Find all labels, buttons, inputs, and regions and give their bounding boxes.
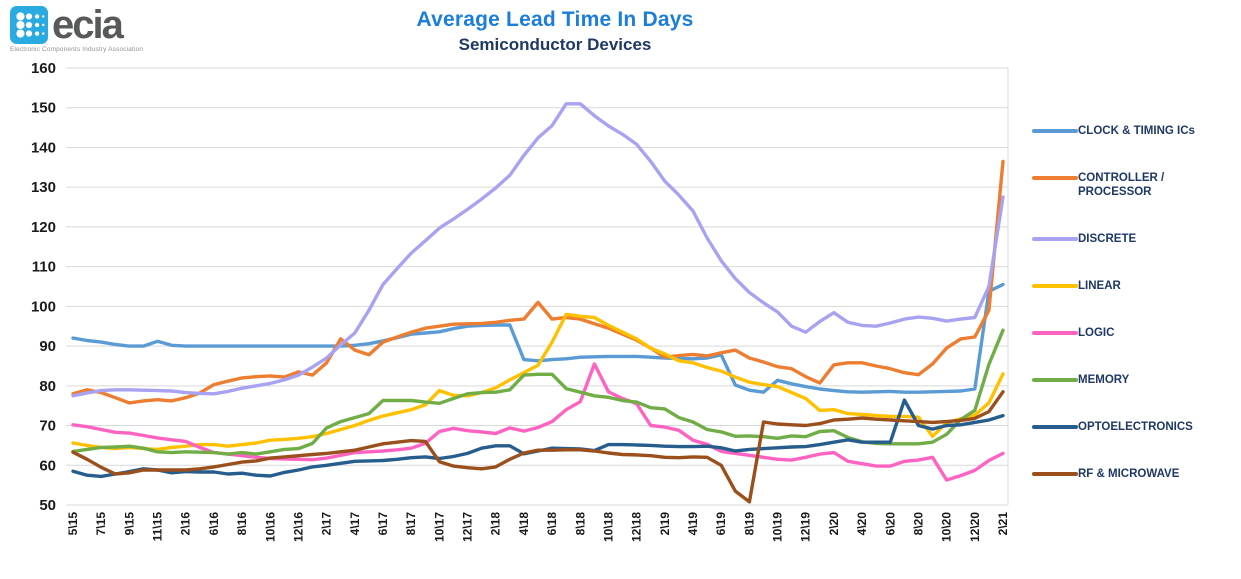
y-tick-label: 160 — [31, 60, 56, 77]
y-tick-label: 130 — [31, 179, 56, 196]
x-tick-label: 6\19 — [714, 512, 728, 536]
ecia-logo: ecia Electronic Components Industry Asso… — [10, 3, 144, 53]
series-line-memory — [71, 328, 1005, 456]
x-tick-label: 6\20 — [883, 512, 897, 536]
x-tick-label: 8\18 — [573, 512, 587, 536]
ecia-logo-icon — [10, 6, 48, 44]
series-line-linear — [71, 312, 1005, 452]
legend-label: LOGIC — [1078, 327, 1115, 339]
x-tick-label: 6\18 — [545, 512, 559, 536]
legend-swatch — [1032, 176, 1078, 180]
legend-swatch — [1032, 425, 1078, 429]
x-tick-label: 10\16 — [263, 512, 277, 542]
legend-swatch — [1032, 237, 1078, 241]
legend-item-linear: LINEAR — [1032, 279, 1238, 293]
legend-label: RF & MICROWAVE — [1078, 468, 1180, 480]
y-tick-label: 70 — [39, 418, 56, 435]
x-tick-label: 9\15 — [122, 512, 136, 536]
x-tick-label: 6\16 — [207, 512, 221, 536]
x-tick-label: 2\20 — [827, 512, 841, 536]
x-tick-label: 5\15 — [66, 512, 80, 536]
x-tick-label: 4\20 — [855, 512, 869, 536]
x-tick-label: 11\15 — [151, 512, 165, 542]
x-tick-label: 12\20 — [968, 512, 982, 542]
x-tick-label: 12\16 — [291, 512, 305, 542]
x-tick-label: 8\20 — [911, 512, 925, 536]
legend-swatch — [1032, 129, 1078, 133]
series-line-discrete — [71, 102, 1005, 398]
x-tick-label: 8\19 — [742, 512, 756, 536]
x-tick-label: 2\19 — [658, 512, 672, 536]
legend-label: LINEAR — [1078, 280, 1121, 292]
legend-label: CLOCK & TIMING ICs — [1078, 125, 1195, 137]
x-tick-label: 12\18 — [630, 512, 644, 542]
y-tick-label: 150 — [31, 100, 56, 117]
legend-swatch — [1032, 331, 1078, 335]
x-tick-label: 10\17 — [432, 512, 446, 542]
x-tick-label: 10\19 — [771, 512, 785, 542]
x-axis-labels: 5\15 7\15 9\15 11\15 2\16 6\16 8\16 10\16 12\16 2… — [66, 512, 1010, 542]
x-tick-label: 8\16 — [235, 512, 249, 536]
x-tick-label: 4\19 — [686, 512, 700, 536]
y-tick-label: 90 — [39, 338, 56, 355]
x-tick-label: 6\17 — [376, 512, 390, 536]
x-tick-label: 2\17 — [320, 512, 334, 536]
legend-label: MEMORY — [1078, 374, 1130, 386]
logo-caption: Electronic Components Industry Associati… — [10, 46, 144, 53]
x-tick-label: 4\17 — [348, 512, 362, 536]
legend-swatch — [1032, 378, 1078, 382]
y-tick-label: 50 — [39, 497, 56, 514]
series-line-rf-microwave — [71, 390, 1005, 504]
gridlines — [66, 67, 1009, 506]
legend-swatch — [1032, 472, 1078, 476]
x-tick-label: 12\17 — [461, 512, 475, 542]
x-tick-label: 10\20 — [940, 512, 954, 542]
x-tick-label: 2\21 — [996, 512, 1010, 536]
logo-text: ecia — [52, 3, 124, 47]
series-line-controller-processor — [71, 159, 1005, 405]
x-tick-label: 10\18 — [601, 512, 615, 542]
legend-label: DISCRETE — [1078, 233, 1137, 245]
legend-item-logic: LOGIC — [1032, 326, 1238, 340]
legend-item-memory: MEMORY — [1032, 373, 1238, 387]
x-tick-label: 2\16 — [179, 512, 193, 536]
legend-swatch — [1032, 284, 1078, 288]
y-tick-label: 100 — [31, 298, 56, 315]
x-tick-label: 7\15 — [94, 512, 108, 536]
legend-item-rf-microwave: RF & MICROWAVE — [1032, 467, 1238, 481]
x-tick-label: 12\19 — [799, 512, 813, 542]
legend-item-controller-processor: CONTROLLER / PROCESSOR — [1032, 171, 1238, 199]
x-tick-label: 4\18 — [517, 512, 531, 536]
y-tick-label: 80 — [39, 378, 56, 395]
series-lines — [71, 102, 1005, 504]
legend-item-discrete: DISCRETE — [1032, 232, 1238, 246]
legend-item-optoelectronics: OPTOELECTRONICS — [1032, 420, 1238, 434]
x-tick-label: 8\17 — [404, 512, 418, 536]
legend-label: OPTOELECTRONICS — [1078, 421, 1193, 433]
y-tick-label: 120 — [31, 219, 56, 236]
y-axis-labels: 50 60 70 80 90 100 110 120 130 140 150 160 — [31, 60, 56, 514]
series-line-logic — [71, 362, 1005, 482]
legend-item-clock-timing-ics: CLOCK & TIMING ICs — [1032, 124, 1238, 138]
y-tick-label: 60 — [39, 457, 56, 474]
chart-legend: CLOCK & TIMING ICs CONTROLLER / PROCESSOR… — [1032, 124, 1238, 481]
x-tick-label: 2\18 — [489, 512, 503, 536]
series-line-clock-timing-ics — [71, 282, 1005, 394]
y-tick-label: 110 — [32, 259, 56, 276]
legend-label: CONTROLLER / PROCESSOR — [1078, 172, 1165, 198]
y-tick-label: 140 — [31, 139, 56, 156]
